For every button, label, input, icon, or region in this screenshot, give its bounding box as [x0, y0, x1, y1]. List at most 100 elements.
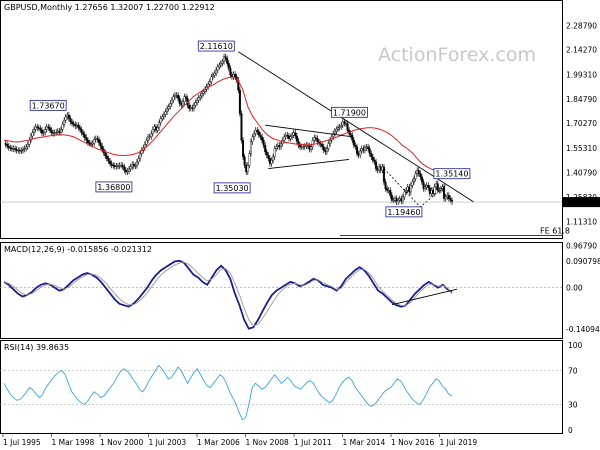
candle-body	[265, 151, 268, 156]
candle-body	[390, 195, 393, 201]
candle-body	[200, 93, 203, 97]
candle-body	[430, 190, 433, 194]
current-price-value: 1.22912	[566, 198, 597, 207]
candle-body	[273, 148, 276, 158]
candle-body	[69, 118, 72, 123]
candle-body	[375, 161, 378, 169]
candle-body	[322, 146, 325, 151]
candle-body	[180, 103, 183, 106]
candle-body	[447, 195, 450, 199]
candle-body	[23, 148, 26, 150]
candle-body	[161, 116, 164, 119]
candle-body	[238, 89, 241, 114]
macd-series-macd	[3, 259, 453, 330]
candle-body	[227, 63, 230, 69]
candle-body	[169, 103, 172, 108]
price-annotation-label: 1.36800	[97, 183, 130, 192]
candle-body	[6, 144, 9, 147]
candle-body	[248, 153, 251, 166]
x-tick-label: 1 Jul 2003	[149, 438, 187, 447]
candle-body	[82, 132, 85, 135]
candle-body	[289, 136, 292, 139]
candle-body	[177, 94, 180, 99]
candle-body	[384, 181, 387, 189]
macd-layer	[0, 259, 562, 330]
x-tick-label: 1 Nov 2008	[246, 438, 289, 447]
candle-body	[267, 155, 270, 159]
candle-body	[401, 196, 404, 202]
candle-body	[376, 168, 379, 171]
candle-body	[61, 124, 64, 130]
axis-layer: 2.28790 2.14270 1.99310 1.84790 1.70270 1.553…	[2, 21, 600, 447]
candle-body	[261, 136, 264, 141]
candle-body	[373, 160, 376, 163]
candle-body	[395, 198, 398, 203]
candle-body	[121, 165, 124, 168]
candle-body	[36, 126, 39, 128]
candle-body	[406, 186, 409, 191]
price-y-tick: 1.11310	[566, 217, 597, 226]
candle-body	[131, 164, 134, 168]
candle-body	[151, 129, 154, 134]
candle-body	[400, 198, 403, 202]
price-y-tick: 1.84790	[566, 95, 597, 104]
candle-body	[224, 56, 227, 59]
rsi-y-tick: 70	[568, 367, 578, 376]
candle-body	[344, 123, 347, 125]
candle-body	[246, 165, 249, 173]
macd-y-tick: 0.090798	[566, 257, 600, 266]
candle-body	[154, 126, 157, 131]
candle-body	[254, 129, 257, 134]
candle-body	[223, 56, 226, 62]
candle-body	[335, 129, 338, 132]
candle-body	[270, 160, 273, 164]
candle-body	[172, 96, 175, 101]
candle-body	[185, 96, 188, 99]
candle-body	[85, 137, 88, 141]
candle-body	[197, 97, 200, 101]
candle-body	[33, 129, 36, 133]
candle-body	[25, 146, 28, 149]
candle-body	[321, 144, 324, 148]
candle-body	[34, 126, 37, 130]
x-tick-label: 1 Jul 1995	[3, 438, 41, 447]
candle-body	[28, 139, 31, 145]
candle-body	[308, 145, 311, 150]
candle-body	[327, 143, 330, 149]
price-annotation-label: 1.71900	[333, 108, 366, 117]
candle-body	[341, 121, 344, 126]
candle-body	[389, 190, 392, 196]
candle-body	[113, 165, 116, 167]
candle-body	[359, 150, 362, 156]
candle-body	[370, 153, 373, 158]
candle-body	[48, 127, 51, 131]
x-tick-label: 1 Mar 2014	[343, 438, 386, 447]
candle-body	[319, 143, 322, 145]
candle-body	[428, 187, 431, 194]
candle-body	[202, 91, 205, 94]
candle-body	[300, 146, 303, 148]
candle-body	[175, 94, 178, 97]
candle-body	[75, 124, 78, 127]
candle-body	[262, 139, 265, 146]
triangle-upper-line	[265, 124, 353, 138]
candle-body	[234, 74, 237, 77]
candle-body	[59, 129, 62, 133]
candle-body	[158, 122, 161, 128]
candle-body	[242, 139, 245, 158]
candle-body	[422, 181, 425, 189]
candle-body	[164, 111, 167, 115]
candle-body	[367, 146, 370, 149]
candle-body	[365, 146, 368, 148]
candle-body	[381, 166, 384, 171]
candle-body	[66, 114, 69, 118]
price-y-tick: 1.40790	[566, 168, 597, 177]
candle-body	[63, 119, 66, 125]
x-tick-label: 1 Jul 2019	[440, 438, 478, 447]
candle-body	[137, 158, 140, 163]
candle-body	[97, 139, 100, 143]
candle-body	[191, 107, 194, 109]
candle-body	[86, 139, 89, 143]
candle-body	[409, 185, 412, 193]
candle-body	[135, 161, 138, 166]
